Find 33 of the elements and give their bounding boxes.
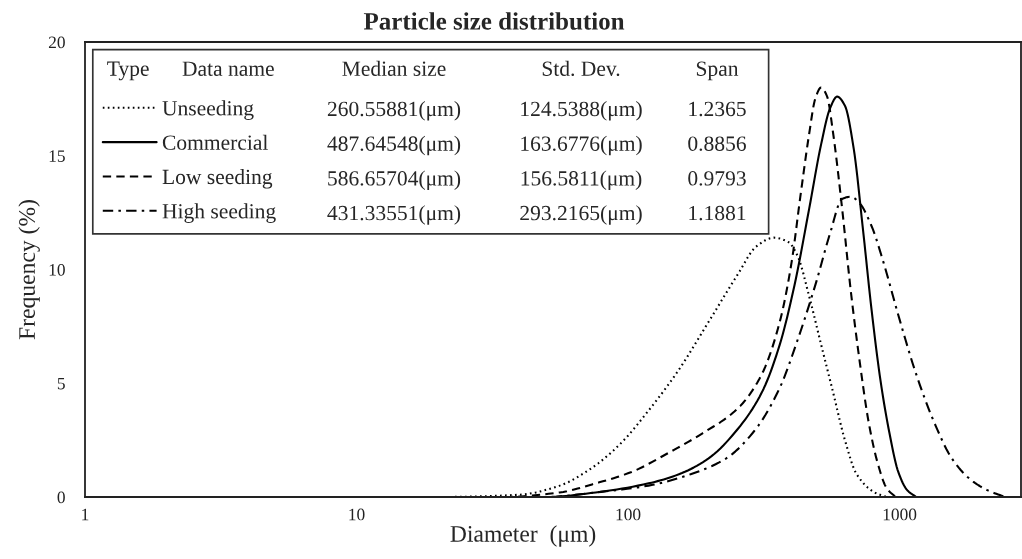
legend-label: Unseeding — [162, 100, 254, 120]
x-tick-label: 1 — [82, 508, 89, 521]
y-tick-label: 10 — [49, 263, 65, 276]
annotation: 431.33551(μm) — [327, 205, 461, 225]
annotation: 0.8856 — [688, 136, 746, 151]
annotation: Type — [107, 61, 149, 81]
annotation: 260.55881(μm) — [327, 101, 461, 121]
y-tick-label: 20 — [48, 36, 65, 49]
annotation: 1.1881 — [689, 205, 746, 221]
annotation: 487.64548(μm) — [327, 135, 461, 156]
annotation: Std. Dev. — [542, 60, 620, 77]
annotation: 163.6776(μm) — [521, 135, 642, 156]
x-tick-label: 10 — [349, 508, 365, 521]
legend-label: Commercial — [162, 134, 268, 150]
y-axis-title: Frequency (%) — [18, 200, 40, 340]
annotation: Median size — [342, 60, 446, 76]
annotation: Data name — [182, 61, 274, 76]
y-tick-label: 0 — [57, 491, 65, 504]
annotation: 0.9793 — [688, 171, 746, 186]
x-tick-label: 1000 — [883, 508, 917, 521]
annotation: 586.65704(μm) — [328, 170, 461, 190]
annotation: 156.5811(μm) — [521, 170, 642, 190]
chart-title: Particle size distribution — [363, 12, 625, 30]
annotation: 1.2365 — [689, 101, 746, 117]
legend-label: Low seeding — [162, 169, 273, 189]
annotation: 293.2165(μm) — [520, 205, 642, 225]
annotation: 124.5388(μm) — [521, 101, 642, 121]
annotation: Span — [696, 61, 739, 81]
x-axis-title: Diameter (μm) — [450, 525, 596, 547]
x-tick-label: 100 — [616, 508, 641, 521]
y-tick-label: 5 — [57, 377, 65, 390]
y-tick-label: 15 — [49, 150, 65, 162]
legend-label: High seeding — [162, 203, 276, 223]
